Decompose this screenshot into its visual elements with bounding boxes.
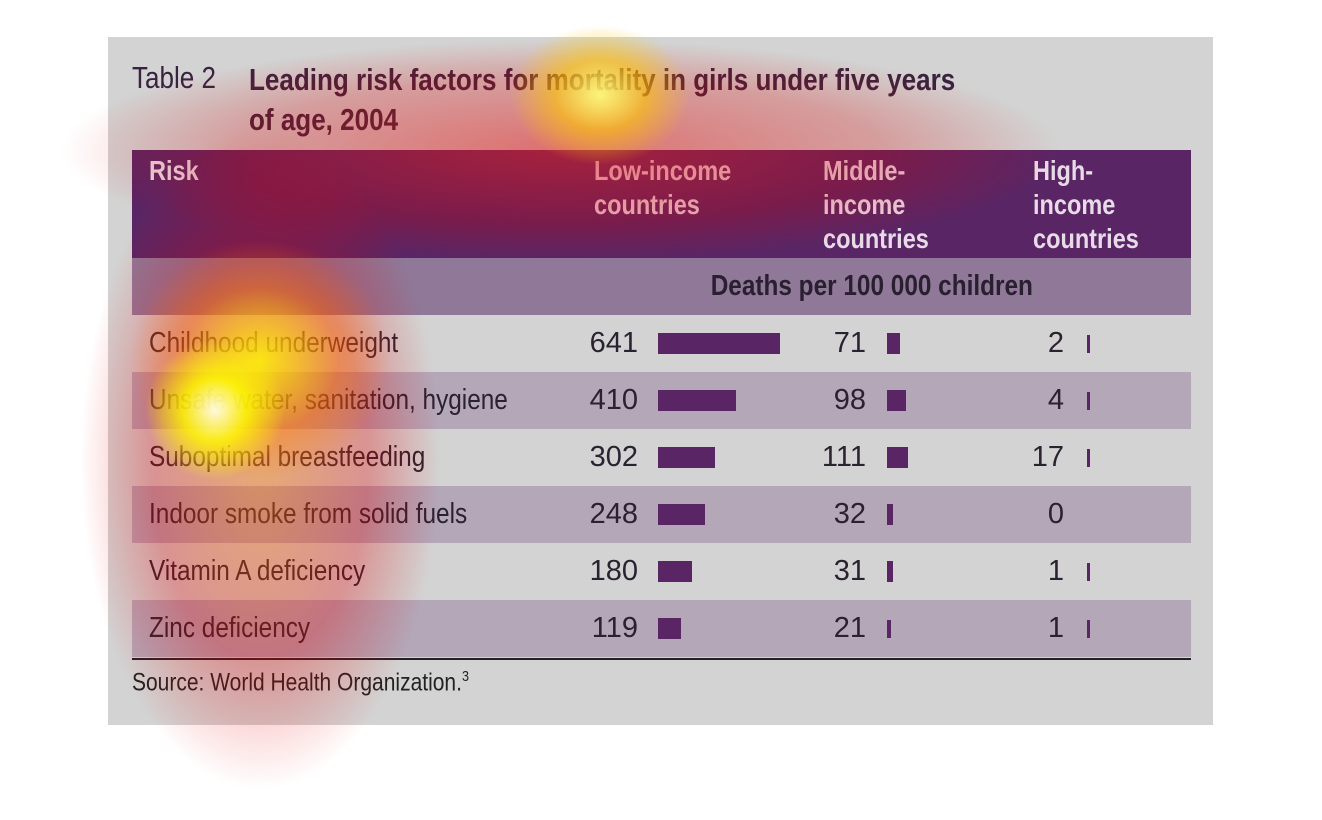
value: 180 [589,555,638,587]
value-bar [887,447,909,468]
value: 410 [589,384,638,416]
value: 1 [1047,612,1064,644]
column-header: Risk [149,155,199,186]
header-row: Risk Low-income countries Middle-income coun… [132,150,1191,258]
unit-row: Deaths per 100 000 children [132,258,1191,315]
source-text: Source: World Health Organization. [132,668,462,697]
column-header: High- [1033,155,1094,186]
source: Source: World Health Organization.3 [132,668,469,697]
risk-name: Suboptimal breastfeeding [149,441,426,473]
value-bar [658,504,706,525]
value: 248 [589,498,638,530]
column-header: income [1033,189,1116,220]
value-bar [658,618,681,639]
risk-name: Zinc deficiency [149,612,311,644]
column-header: countries [1033,223,1139,254]
value-bar [1087,334,1090,353]
value: 21 [833,612,866,644]
value-bar [658,561,693,582]
value: 32 [833,498,866,530]
value: 302 [589,441,638,473]
unit-text: Deaths per 100 000 children [132,258,1191,315]
value-bar [658,447,716,468]
value-bar [1087,448,1091,467]
column-header: Middle- [823,155,906,186]
value-bar [658,390,736,411]
value: 1 [1047,555,1064,587]
value: 31 [833,555,866,587]
value: 641 [589,327,638,359]
value-bar [1087,619,1090,638]
column-header: income [823,189,906,220]
title-line: Leading risk factors for mortality in gi… [249,62,956,97]
risk-name: Indoor smoke from solid fuels [149,498,468,530]
value-bar [1087,391,1090,410]
value: 98 [833,384,866,416]
risk-name: Unsafe water, sanitation, hygiene [149,384,508,416]
column-header: Low-income [594,155,732,186]
value: 0 [1047,498,1064,530]
column-header: countries [594,189,700,220]
value-bar [887,333,901,354]
value-bar [887,504,894,525]
risk-name: Vitamin A deficiency [149,555,366,587]
value-bar [887,390,906,411]
value: 119 [591,612,638,644]
value: 4 [1047,384,1064,416]
value-bar [1087,562,1090,581]
value-bar [887,561,893,582]
value: 111 [821,441,866,473]
risk-name: Childhood underweight [149,327,399,359]
column-header: countries [823,223,929,254]
value: 71 [833,327,866,359]
table-label: Table 2 [132,60,216,95]
value: 2 [1047,327,1064,359]
value-bar [658,333,780,354]
value: 17 [1031,441,1064,473]
title-line: of age, 2004 [249,102,399,137]
bottom-rule [132,658,1191,660]
source-ref: 3 [461,668,469,685]
value-bar [887,619,891,638]
unit-label: Deaths per 100 000 children [710,270,1033,302]
